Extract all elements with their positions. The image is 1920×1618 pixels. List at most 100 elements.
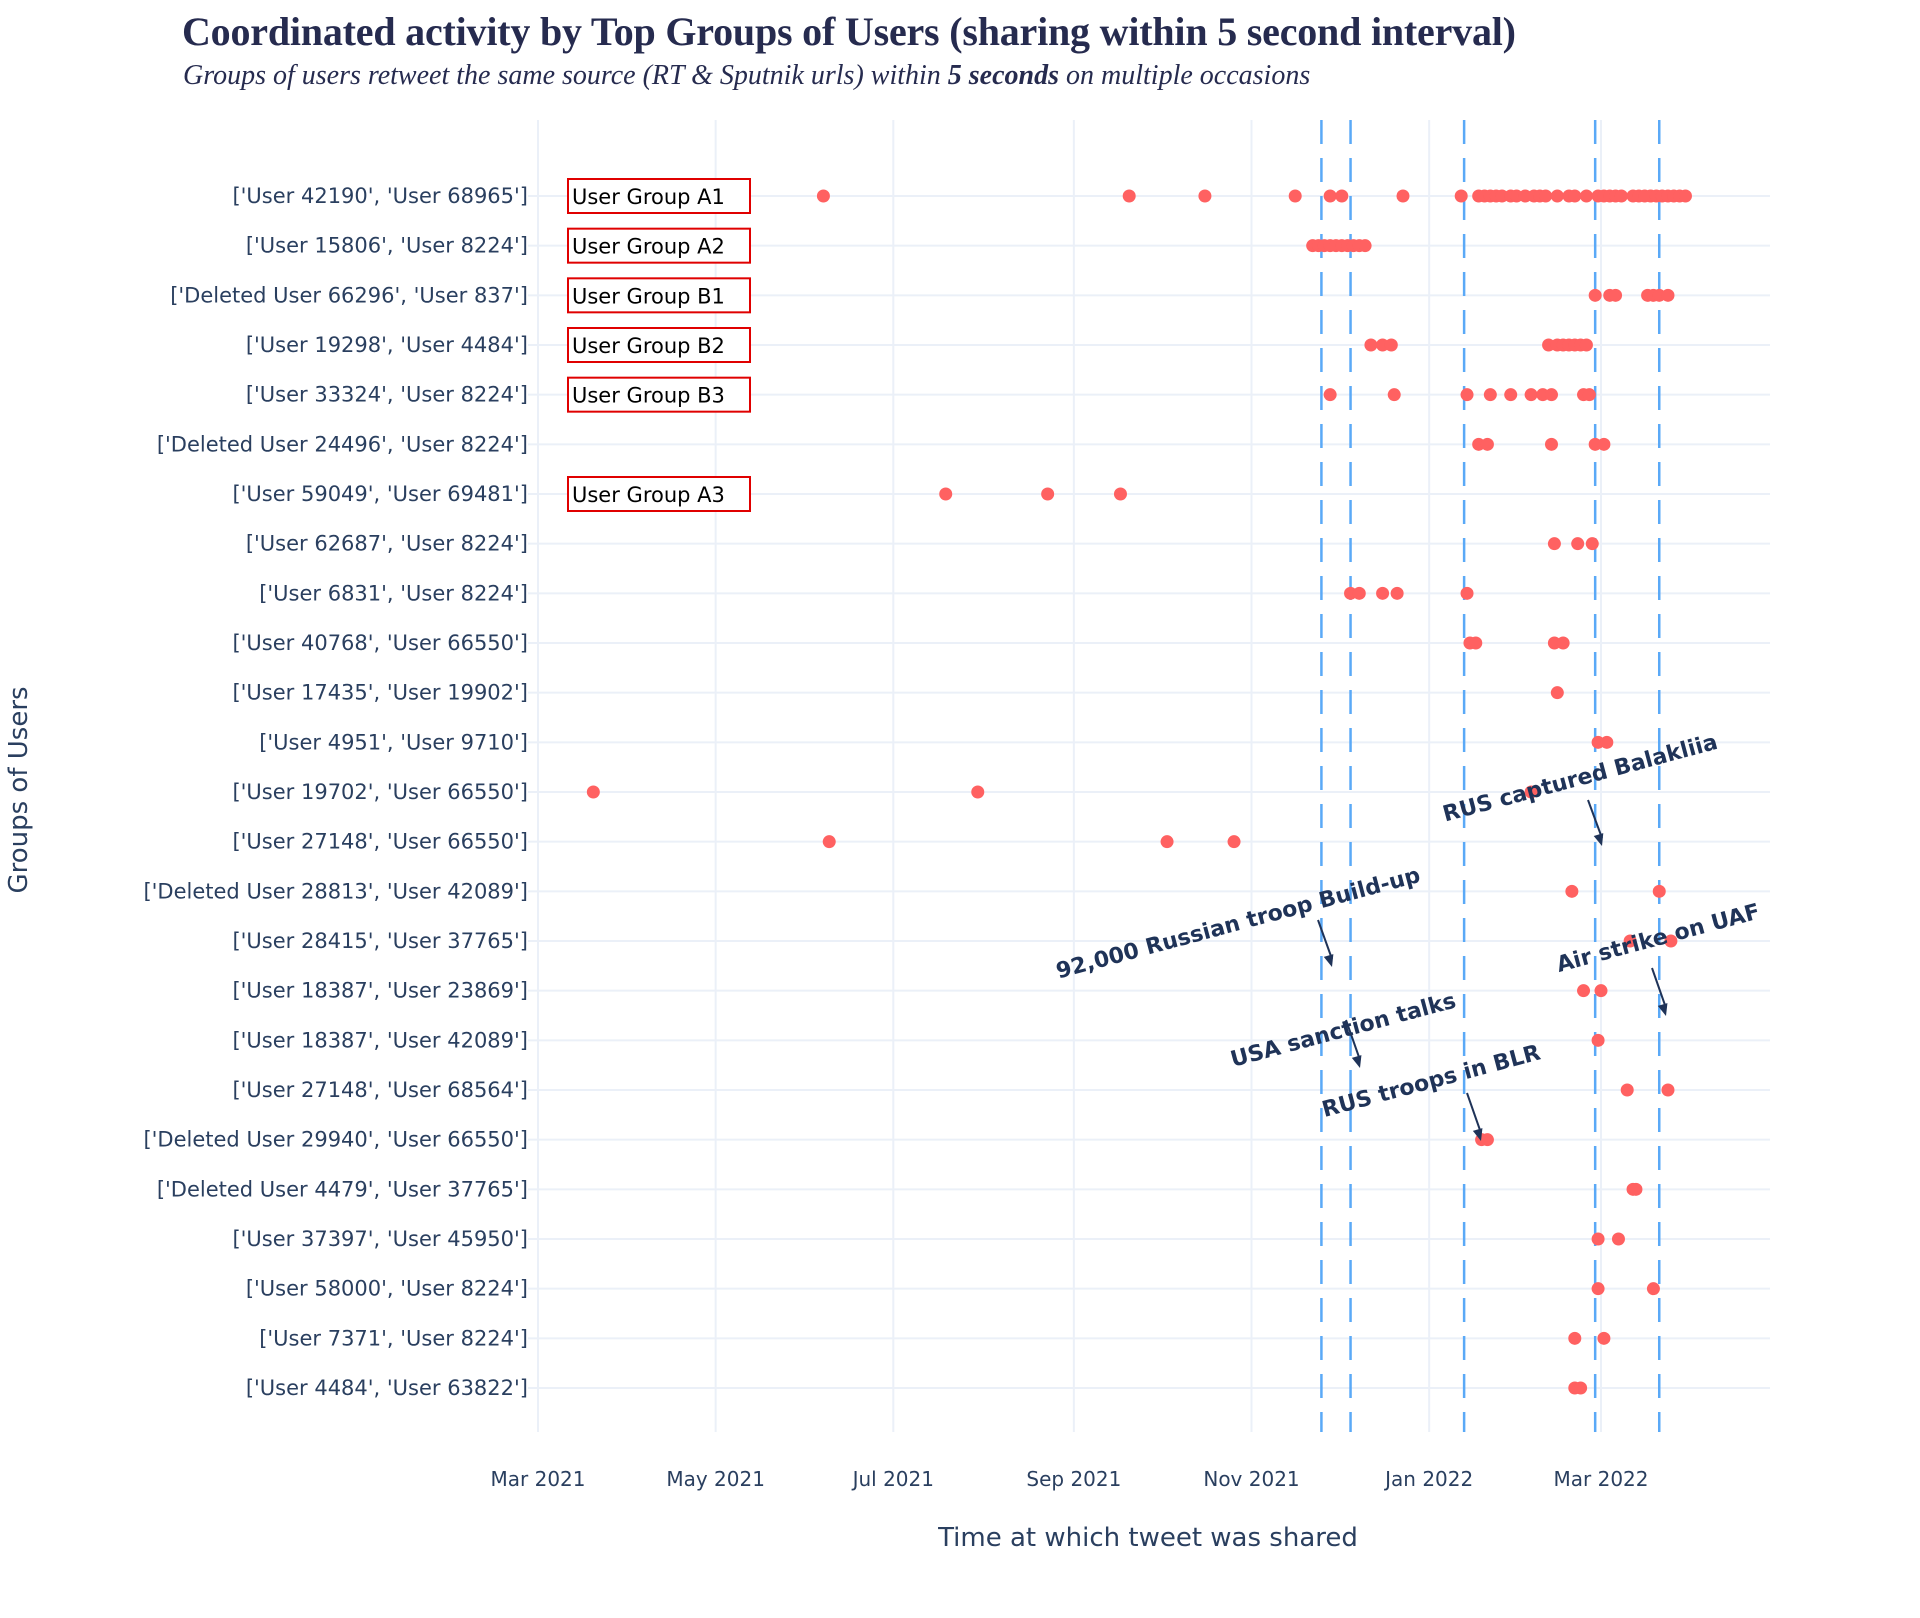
subtitle-part-3: on multiple occasions [1059, 60, 1311, 91]
data-point [1609, 288, 1623, 302]
data-point [1588, 288, 1602, 302]
data-point [1594, 984, 1608, 998]
data-point [1577, 984, 1591, 998]
data-point [1122, 189, 1136, 203]
y-tick-label: ['User 59049', 'User 69481'] [232, 482, 528, 506]
chart-title: Coordinated activity by Top Groups of Us… [182, 9, 1516, 54]
y-tick-label: ['User 19702', 'User 66550'] [232, 780, 528, 804]
x-tick-label: Mar 2022 [1554, 1467, 1649, 1491]
annotation-arrow [1466, 1092, 1482, 1134]
data-point [1352, 586, 1366, 600]
y-tick-label: ['User 19298', 'User 4484'] [246, 333, 528, 357]
annotation-text: USA sanction talks [1228, 989, 1459, 1073]
data-point [1597, 437, 1611, 451]
group-label-text: User Group A1 [572, 185, 725, 209]
y-tick-label: ['User 42190', 'User 68965'] [232, 184, 528, 208]
x-tick-label: Sep 2021 [1026, 1467, 1121, 1491]
x-axis-ticks: Mar 2021 May 2021 Jul 2021 Sep 2021 Nov 2021… [491, 1467, 1649, 1491]
x-axis-title: Time at which tweet was shared [937, 1523, 1358, 1553]
y-tick-label: ['User 18387', 'User 42089'] [232, 1028, 528, 1052]
annotation-arrow [1345, 1019, 1361, 1061]
data-point [1539, 189, 1553, 203]
y-tick-label: ['User 17435', 'User 19902'] [232, 681, 528, 705]
data-point [1582, 388, 1596, 402]
event-lines [1320, 120, 1661, 1432]
arrow-head-icon [1351, 1055, 1362, 1068]
y-tick-label: ['User 27148', 'User 66550'] [232, 830, 528, 854]
data-point [1041, 487, 1055, 501]
data-point [1384, 338, 1398, 352]
y-tick-label: ['User 15806', 'User 8224'] [246, 234, 528, 258]
y-axis-title: Groups of Users [4, 686, 34, 893]
annotation: RUS captured Balakliia [1440, 730, 1720, 846]
y-tick-label: ['User 58000', 'User 8224'] [246, 1277, 528, 1301]
data-point [1160, 835, 1174, 849]
data-point [1469, 636, 1483, 650]
group-label-text: User Group A3 [572, 483, 725, 507]
data-point [1652, 884, 1666, 898]
data-point [1483, 388, 1497, 402]
y-tick-label: ['Deleted User 24496', 'User 8224'] [157, 432, 528, 456]
data-points [586, 189, 1692, 1395]
data-point [1550, 686, 1564, 700]
data-point [1460, 586, 1474, 600]
data-point [1664, 934, 1678, 948]
annotation-arrow [1317, 919, 1333, 960]
y-tick-label: ['User 4951', 'User 9710'] [259, 730, 528, 754]
data-point [1629, 1182, 1643, 1196]
data-point [1579, 189, 1593, 203]
data-point [1614, 189, 1628, 203]
group-label-text: User Group B3 [572, 384, 725, 408]
y-tick-label: ['User 40768', 'User 66550'] [232, 631, 528, 655]
data-point [1550, 189, 1564, 203]
data-point [1571, 537, 1585, 551]
annotation: USA sanction talks [1228, 989, 1459, 1073]
annotation: 92,000 Russian troop Build-up [1054, 863, 1424, 984]
data-point [1358, 239, 1372, 253]
arrow-head-icon [1472, 1128, 1483, 1141]
data-point [1227, 835, 1241, 849]
y-tick-label: ['Deleted User 4479', 'User 37765'] [157, 1177, 528, 1201]
annotation-arrow [1651, 967, 1667, 1009]
y-axis-ticks: ['User 42190', 'User 68965'] ['User 15806… [143, 184, 528, 1400]
x-tick-label: Jan 2022 [1383, 1467, 1473, 1491]
data-point [1678, 189, 1692, 203]
data-point [1460, 388, 1474, 402]
data-point [1544, 388, 1558, 402]
annotation-text: RUS captured Balakliia [1440, 730, 1720, 827]
data-point [1579, 338, 1593, 352]
subtitle-emphasis: 5 seconds [947, 60, 1060, 91]
data-point [1568, 189, 1582, 203]
annotation-arrow [1587, 799, 1603, 839]
y-tick-label: ['User 4484', 'User 63822'] [246, 1376, 528, 1400]
group-label: User Group B3 [567, 376, 751, 413]
group-label-text: User Group A2 [572, 235, 725, 259]
data-point [1661, 288, 1675, 302]
data-point [1547, 537, 1561, 551]
group-label: User Group B1 [567, 277, 751, 314]
data-point [1585, 537, 1599, 551]
data-point [1323, 189, 1337, 203]
data-point [1600, 735, 1614, 749]
data-point [1113, 487, 1127, 501]
annotation-text: 92,000 Russian troop Build-up [1054, 863, 1424, 984]
data-point [1544, 437, 1558, 451]
data-point [1565, 884, 1579, 898]
group-label: User Group A3 [567, 476, 751, 512]
x-tick-label: Nov 2021 [1203, 1467, 1299, 1491]
y-tick-label: ['User 28415', 'User 37765'] [232, 929, 528, 953]
arrow-head-icon [1323, 954, 1334, 967]
data-point [1574, 1381, 1588, 1395]
data-point [1591, 1232, 1605, 1246]
data-point [971, 785, 985, 799]
group-label: User Group A1 [567, 178, 751, 214]
data-point [1390, 586, 1404, 600]
data-point [1335, 189, 1349, 203]
data-point [1376, 586, 1390, 600]
data-point [1646, 1282, 1660, 1296]
data-point [1611, 1232, 1625, 1246]
arrow-head-icon [1657, 1003, 1668, 1016]
data-point [1524, 785, 1538, 799]
x-tick-label: Jul 2021 [851, 1467, 934, 1491]
group-label-box [567, 476, 751, 512]
